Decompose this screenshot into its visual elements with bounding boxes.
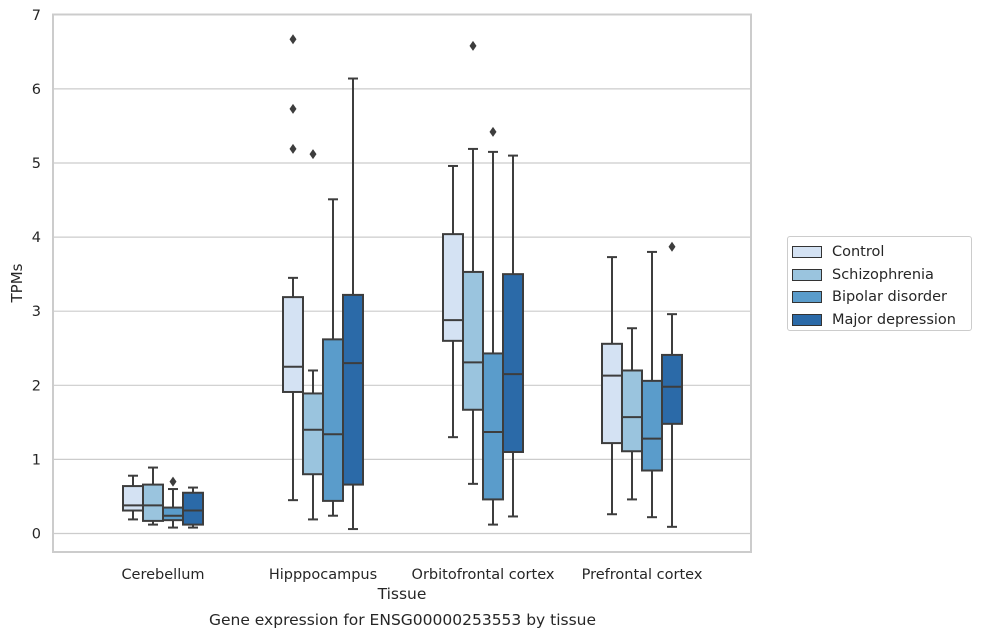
box-3-2 [641, 250, 663, 519]
box-0-2 [162, 476, 184, 529]
box-0-1 [142, 466, 164, 526]
legend-swatch-major-depression [792, 314, 822, 327]
box-2-0 [442, 164, 464, 439]
outlier-point [469, 40, 477, 51]
legend-item-control: Control [792, 241, 971, 264]
outlier-point [309, 149, 317, 160]
box-body [442, 233, 464, 342]
y-axis-label: TPMs [8, 263, 26, 303]
legend-label-control: Control [832, 244, 885, 261]
box-body [661, 353, 683, 425]
box-body [621, 369, 643, 453]
x-tick-label: Cerebellum [121, 567, 204, 583]
y-tick-label: 2 [32, 378, 41, 394]
legend-swatch-schizophrenia [792, 268, 822, 281]
plot-frame [52, 13, 752, 553]
legend-item-bipolar: Bipolar disorder [792, 286, 971, 309]
box-2-2 [482, 126, 504, 526]
box-2-1 [462, 40, 484, 485]
outlier-point [489, 126, 497, 137]
box-layer [122, 34, 683, 531]
box-body [302, 392, 324, 476]
box-body [601, 342, 623, 445]
legend-label-major-depression: Major depression [832, 312, 956, 329]
box-0-0 [122, 474, 144, 521]
box-1-3 [342, 77, 364, 531]
box-body [641, 379, 663, 472]
legend-swatch-bipolar [792, 291, 822, 304]
y-tick-label: 7 [32, 8, 41, 24]
y-tick-label: 3 [32, 304, 41, 320]
box-body [142, 483, 164, 522]
box-body [462, 270, 484, 411]
x-tick-label: Prefrontal cortex [582, 567, 703, 583]
x-tick-label: Orbitofrontal cortex [412, 567, 555, 583]
outlier-point [668, 241, 676, 252]
y-tick-label: 6 [32, 82, 41, 98]
y-tick-label: 5 [32, 156, 41, 172]
x-tick-labels: Cerebellum Hipppocampus Orbitofrontal cort… [121, 567, 702, 583]
box-body [322, 338, 344, 502]
legend-swatch-control [792, 246, 822, 259]
outlier-point [289, 34, 297, 45]
box-body [502, 273, 524, 453]
box-2-3 [502, 154, 524, 518]
grid-layer [53, 14, 751, 535]
y-tick-label: 0 [32, 527, 41, 543]
legend-item-schizophrenia: Schizophrenia [792, 264, 971, 287]
chart-caption: Gene expression for ENSG00000253553 by t… [208, 611, 597, 629]
y-tick-label: 1 [32, 452, 41, 468]
box-3-3 [661, 241, 683, 528]
legend-label-bipolar: Bipolar disorder [832, 289, 947, 306]
box-body [342, 293, 364, 486]
legend-item-major-depression: Major depression [792, 309, 971, 332]
box-body [122, 485, 144, 512]
box-0-3 [182, 486, 204, 529]
x-tick-label: Hipppocampus [269, 567, 377, 583]
box-3-1 [621, 327, 643, 501]
y-tick-label: 4 [32, 230, 41, 246]
box-body [482, 352, 504, 501]
y-tick-labels: 0 1 2 3 4 5 6 7 [32, 8, 41, 543]
outlier-point [169, 476, 177, 487]
legend-label-schizophrenia: Schizophrenia [832, 266, 934, 283]
box-3-0 [601, 256, 623, 516]
box-body [162, 506, 184, 522]
box-body [182, 491, 204, 526]
x-axis-label: Tissue [377, 585, 427, 603]
box-1-1 [302, 149, 324, 521]
box-body [282, 296, 304, 393]
outlier-point [289, 143, 297, 154]
outlier-point [289, 103, 297, 114]
box-1-0 [282, 34, 304, 502]
legend: Control Schizophrenia Bipolar disorder M… [787, 236, 972, 331]
box-1-2 [322, 198, 344, 517]
